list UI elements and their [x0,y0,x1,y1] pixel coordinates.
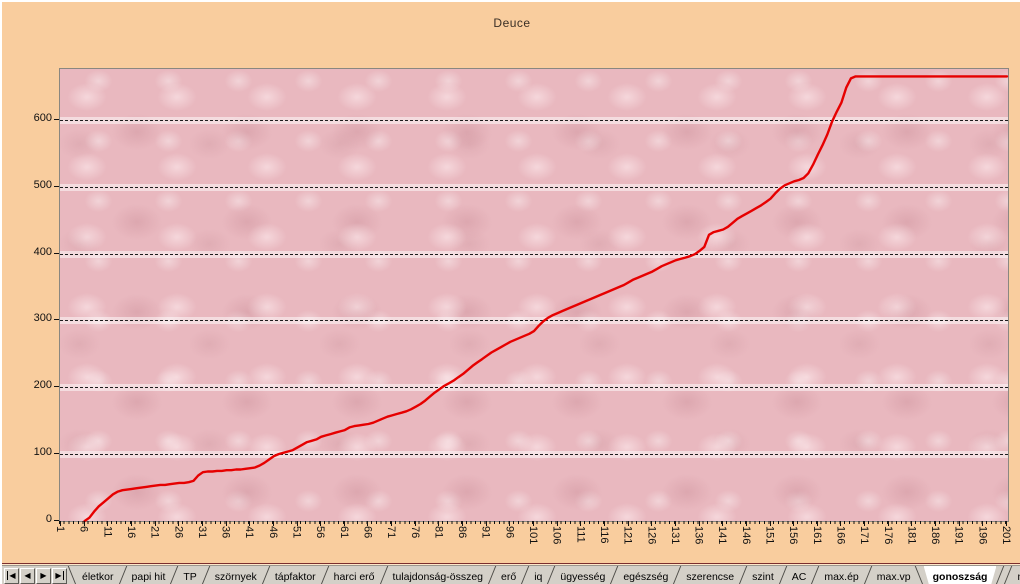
x-tick-label: 51 [290,526,303,539]
x-tick-label: 46 [266,526,279,539]
next-sheet-icon: ▶ [40,571,47,580]
x-tick-label: 31 [195,526,208,539]
chart-plot-area[interactable] [59,68,1009,522]
x-tick-label: 151 [763,526,776,545]
y-tick-label: 200 [33,379,52,392]
sheet-tab-egészség[interactable]: egészség [623,570,669,583]
x-tick-label: 146 [739,526,752,545]
x-tick-label: 111 [574,526,587,543]
sheet-tab-életkor[interactable]: életkor [82,570,114,583]
x-tick-label: 81 [432,526,445,539]
x-tick-label: 1 [54,526,66,533]
x-tick-label: 101 [527,526,539,545]
pane-divider-highlight [2,564,1020,565]
gridline [60,387,1008,389]
last-sheet-icon: ▶ [55,571,64,580]
y-tick-label: 0 [45,513,52,525]
sheet-tab-bar: ◀ ◀ ▶ ▶ életkor papi hit TP szörnyek tápfaktor h… [2,565,1020,584]
x-tick-label: 126 [645,526,658,545]
gridline [60,454,1008,456]
x-tick-label: 11 [101,526,114,538]
x-tick-label: 61 [337,526,350,539]
x-tick-label: 76 [408,526,421,539]
y-tick-mark [54,185,59,187]
gridline [60,320,1008,322]
x-tick-label: 136 [692,526,705,545]
sheet-tab-szörnyek[interactable]: szörnyek [214,570,257,583]
y-tick-label: 100 [33,446,52,459]
x-tick-label: 201 [1000,526,1012,545]
prev-sheet-button[interactable]: ◀ [20,568,35,584]
y-tick-mark [54,118,59,120]
first-sheet-icon: ◀ [7,571,16,580]
chart-title: Deuce [493,16,531,30]
x-tick-label: 181 [905,526,918,545]
last-sheet-button[interactable]: ▶ [52,568,67,584]
gridline [60,119,1008,121]
sheet-tab-szint[interactable]: szint [752,570,774,583]
sheet-tab-tp[interactable]: TP [183,570,197,583]
x-tick-label: 121 [621,526,634,545]
gridline [60,186,1008,188]
sheet-tab-erő[interactable]: erő [501,570,517,583]
x-tick-label: 166 [834,526,847,545]
x-tick-label: 71 [385,526,398,539]
sheet-nav-buttons: ◀ ◀ ▶ ▶ [2,566,69,584]
x-axis-minor-ticks [59,521,1008,524]
pane-divider [2,563,1020,564]
sheet-tab-szerencse[interactable]: szerencse [686,570,735,583]
gridline [60,253,1008,255]
x-tick-label: 16 [124,526,137,539]
sheet-tab-max[interactable]: max [1012,566,1020,584]
tab-separator [914,566,925,584]
sheet-tab-ügyesség[interactable]: ügyesség [560,570,606,583]
x-tick-label: 131 [668,526,681,545]
x-tick-label: 96 [503,526,516,539]
x-tick-label: 161 [810,526,823,545]
x-tick-label: 56 [314,526,327,539]
x-tick-label: 106 [550,526,563,545]
y-tick-label: 300 [33,312,52,325]
sheet-tab-tulajdonság-összeg[interactable]: tulajdonság-összeg [392,570,484,583]
y-tick-mark [54,453,59,455]
x-tick-label: 91 [479,526,492,539]
x-tick-label: 6 [77,526,90,533]
x-tick-label: 186 [929,526,942,545]
sheet-tab-harci-erő[interactable]: harci erő [333,570,375,583]
sheet-tab-ac[interactable]: AC [791,570,807,583]
x-tick-label: 196 [976,526,989,545]
y-tick-mark [54,252,59,254]
sheet-tab-tápfaktor[interactable]: tápfaktor [274,570,316,583]
x-tick-label: 141 [716,526,729,545]
x-tick-label: 176 [881,526,894,545]
y-tick-label: 500 [33,178,52,191]
y-tick-mark [54,520,59,521]
x-tick-label: 191 [952,526,965,545]
y-tick-label: 400 [33,245,52,258]
sheet-tabs: életkor papi hit TP szörnyek tápfaktor harci … [67,566,1020,584]
next-sheet-button[interactable]: ▶ [36,568,51,584]
x-tick-label: 156 [787,526,800,545]
first-sheet-button[interactable]: ◀ [4,568,19,584]
sheet-tab-max.ép[interactable]: max.ép [824,570,859,583]
prev-sheet-icon: ◀ [24,571,31,580]
y-tick-mark [54,319,59,321]
x-tick-label: 36 [219,526,232,539]
x-tick-label: 86 [456,526,469,539]
x-tick-label: 66 [361,526,374,539]
sheet-tab-papi-hit[interactable]: papi hit [131,570,166,583]
x-tick-label: 116 [597,526,610,544]
x-tick-label: 26 [172,526,185,539]
x-tick-label: 171 [858,526,871,545]
y-tick-label: 600 [33,111,52,124]
y-tick-mark [54,386,59,388]
sheet-tab-max.vp[interactable]: max.vp [876,570,911,583]
sheet-tab-gonoszság[interactable]: gonoszság [924,566,997,584]
x-tick-label: 41 [243,526,256,539]
sheet-tab-iq[interactable]: iq [534,570,543,583]
x-tick-label: 21 [148,526,161,539]
